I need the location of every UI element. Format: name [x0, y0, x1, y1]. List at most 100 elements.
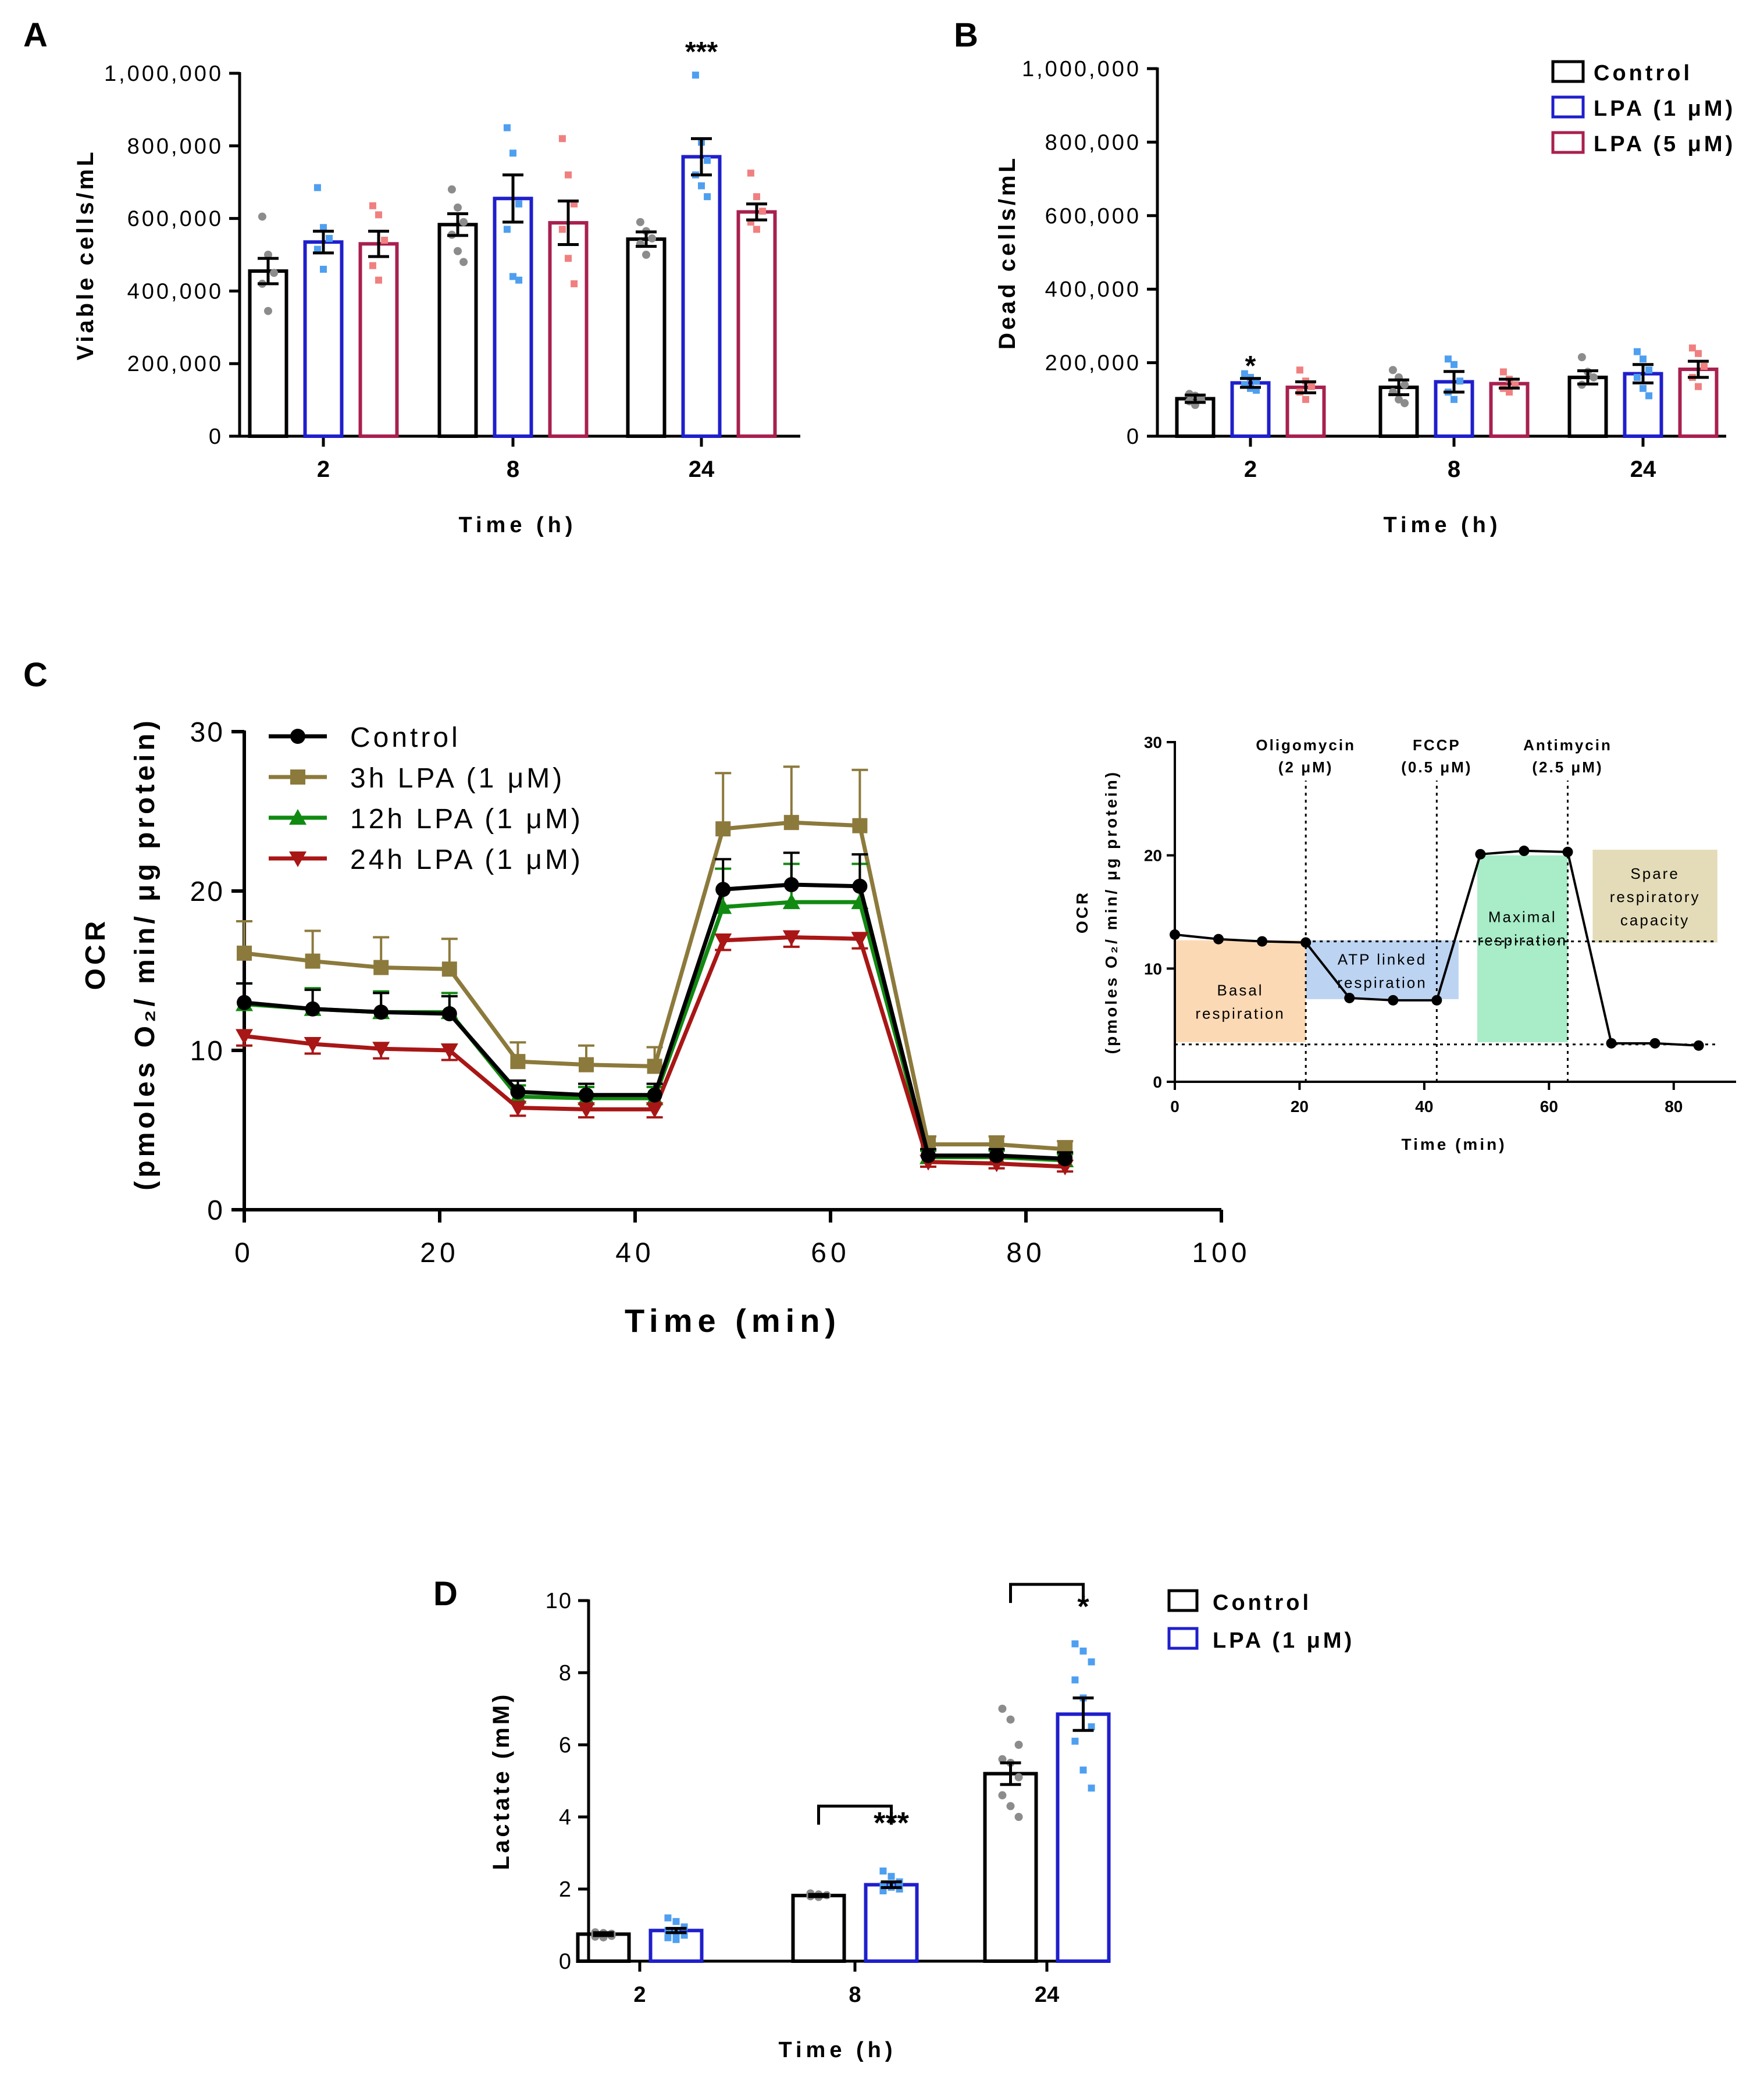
legend-c-label-12h: 12h LPA (1 μM)	[350, 804, 583, 835]
data-point-a	[264, 251, 272, 259]
data-point-c	[441, 1006, 457, 1021]
y-tick-label-d: 2	[559, 1877, 572, 1902]
data-point-a	[454, 203, 462, 212]
y-tick-label-a: 0	[209, 425, 223, 449]
data-point-b	[1577, 353, 1586, 362]
data-point-a	[698, 182, 705, 190]
series-line-c	[244, 900, 1065, 1163]
x-tick-label-a: 24	[689, 457, 715, 482]
data-point-a	[459, 218, 468, 226]
data-point-b	[1590, 373, 1598, 382]
x-tick-label-c: 0	[234, 1238, 254, 1268]
data-point-d	[1006, 1715, 1015, 1724]
data-point-a	[375, 211, 382, 219]
data-point-a	[636, 218, 644, 226]
data-point-a	[753, 226, 760, 233]
legend-b-label-lpa1: LPA (1 μM)	[1594, 97, 1736, 121]
y-tick-label-a: 1,000,000	[104, 62, 223, 86]
data-point-b	[1640, 355, 1647, 363]
x-tick-label-a: 2	[317, 457, 330, 482]
data-point-a	[571, 280, 578, 287]
data-point-d	[1071, 1676, 1079, 1684]
data-point-b	[1506, 389, 1513, 396]
x-tick-label-c: 20	[420, 1238, 459, 1268]
data-point-d	[1079, 1766, 1087, 1774]
x-axis-label-d: Time (h)	[778, 2038, 896, 2062]
data-point-b	[1451, 395, 1457, 403]
significance-bracket-d	[1009, 1583, 1085, 1603]
data-point-a	[503, 124, 511, 131]
data-point-inset	[1213, 933, 1224, 945]
data-point-inset	[1562, 846, 1573, 857]
data-point-a	[704, 156, 711, 164]
data-point-c	[236, 1029, 253, 1045]
data-point-b	[1241, 370, 1248, 377]
data-point-c	[579, 1087, 594, 1103]
legend-c-marker-12h	[289, 809, 307, 825]
y-axis-label-inset: OCR	[1073, 890, 1091, 933]
data-point-d	[664, 1934, 672, 1941]
region-label-inset: Basal	[1217, 982, 1264, 999]
data-point-b	[1695, 383, 1702, 390]
data-point-a	[369, 202, 376, 209]
legend-b: Control LPA (1 μM) LPA (5 μM)	[1551, 60, 1736, 156]
panel-letter-a: A	[23, 16, 48, 54]
x-tick-label-d: 2	[633, 1983, 646, 2007]
data-point-c	[372, 1042, 390, 1058]
data-point-b	[1633, 373, 1641, 381]
y-tick-label-b: 800,000	[1045, 130, 1141, 155]
bar-a	[626, 237, 667, 438]
region-label-inset: respiration	[1478, 932, 1567, 949]
region-label-inset: respiration	[1195, 1005, 1285, 1022]
x-axis-label-inset: Time (min)	[1401, 1135, 1506, 1153]
y-tick-label-c: 20	[190, 876, 224, 907]
legend-c-marker-control	[290, 729, 305, 744]
x-tick-label-b: 2	[1244, 457, 1257, 482]
figure-layer: 0 200,000 400,000 600,000 800,000 1,000,000 2 8…	[73, 37, 1736, 2062]
x-tick-label-inset: 40	[1415, 1097, 1433, 1116]
data-point-a	[759, 208, 767, 215]
data-point-b	[1395, 395, 1403, 404]
significance-bracket-d	[817, 1804, 893, 1825]
significance-label-a: ***	[685, 37, 718, 67]
data-point-d	[672, 1918, 680, 1925]
data-point-a	[692, 72, 699, 79]
y-tick-label-inset: 0	[1153, 1073, 1162, 1091]
x-tick-label-c: 40	[615, 1238, 654, 1268]
legend-d: Control LPA (1 μM)	[1167, 1589, 1355, 1653]
data-point-b	[1400, 380, 1409, 389]
x-tick-label-inset: 80	[1665, 1097, 1683, 1116]
x-tick-label-c: 100	[1192, 1238, 1250, 1268]
data-point-d	[998, 1755, 1007, 1763]
significance-label-d: *	[1077, 1590, 1089, 1624]
y-axis-label-a: Viable cells/mL	[73, 149, 98, 360]
data-point-c	[373, 1004, 389, 1020]
panel-letter-b: B	[954, 16, 978, 54]
data-point-a	[258, 212, 266, 221]
y-tick-label-inset: 20	[1144, 847, 1162, 865]
data-point-c	[852, 878, 868, 894]
data-point-a	[320, 265, 327, 273]
x-axis-label-c: Time (min)	[625, 1302, 841, 1339]
legend-c: Control 3h LPA (1 μM) 12h LPA (1 μM) 24h…	[269, 722, 583, 875]
legend-b-swatch-lpa5	[1551, 131, 1585, 154]
injection-dose-inset: (2 μM)	[1278, 758, 1334, 776]
y-tick-label-d: 6	[559, 1733, 572, 1758]
legend-d-swatch-control	[1167, 1589, 1199, 1612]
region-box-inset	[1592, 849, 1717, 943]
data-point-d	[1014, 1813, 1023, 1821]
legend-d-label-lpa1: LPA (1 μM)	[1213, 1628, 1355, 1653]
data-point-inset	[1388, 995, 1399, 1006]
data-point-d	[1006, 1802, 1015, 1811]
region-box-inset	[1306, 940, 1459, 999]
y-tick-label-c: 10	[190, 1036, 224, 1067]
data-point-d	[1088, 1723, 1095, 1730]
y-tick-label-b: 400,000	[1045, 277, 1141, 302]
data-point-d	[664, 1914, 672, 1922]
panel-letter-c: C	[23, 656, 48, 694]
injection-dose-inset: (2.5 μM)	[1532, 758, 1603, 776]
x-axis-label-a: Time (h)	[458, 513, 576, 537]
data-point-c	[647, 1087, 662, 1103]
region-box-inset	[1175, 940, 1306, 1042]
data-point-b	[1388, 366, 1397, 375]
